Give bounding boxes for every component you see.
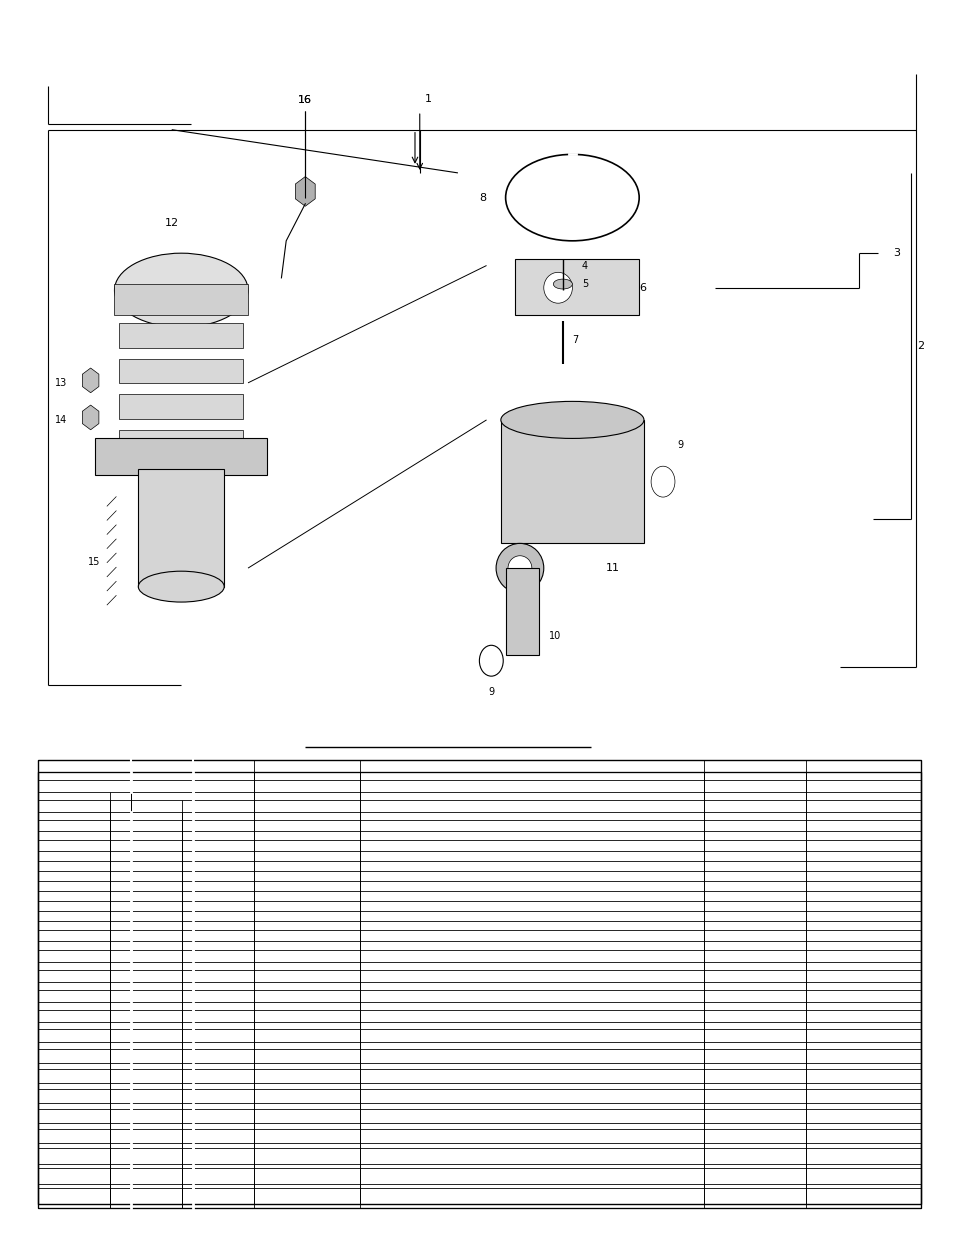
- Ellipse shape: [114, 253, 248, 327]
- Text: 8: 8: [479, 193, 486, 203]
- Text: 4: 4: [581, 261, 587, 270]
- Text: 6: 6: [639, 283, 645, 293]
- Ellipse shape: [651, 466, 674, 496]
- Text: 11: 11: [605, 563, 619, 573]
- Text: 16: 16: [298, 95, 312, 105]
- Text: 1: 1: [424, 94, 431, 104]
- Bar: [38, 772, 920, 1208]
- Bar: [114, 284, 248, 315]
- Ellipse shape: [553, 279, 572, 289]
- Bar: [138, 469, 224, 587]
- Bar: [119, 324, 243, 348]
- Bar: [38, 760, 920, 1204]
- Bar: [515, 259, 639, 315]
- Text: 9: 9: [488, 687, 494, 697]
- Text: 10: 10: [548, 631, 560, 641]
- Ellipse shape: [496, 543, 543, 593]
- Bar: [119, 430, 243, 454]
- Bar: [500, 420, 643, 543]
- Text: 16: 16: [298, 95, 312, 105]
- Bar: [119, 394, 243, 419]
- Text: 13: 13: [54, 378, 67, 388]
- Ellipse shape: [507, 556, 531, 580]
- Text: 12: 12: [165, 219, 178, 228]
- Text: 9: 9: [677, 440, 682, 450]
- Text: 15: 15: [88, 557, 100, 567]
- Bar: [38, 772, 920, 1208]
- Ellipse shape: [138, 571, 224, 603]
- Text: 3: 3: [892, 248, 900, 258]
- Bar: [505, 568, 538, 655]
- Ellipse shape: [500, 401, 643, 438]
- Bar: [119, 358, 243, 383]
- Text: 7: 7: [572, 335, 578, 345]
- Text: 2: 2: [916, 341, 923, 351]
- Text: 14: 14: [54, 415, 67, 425]
- Bar: [95, 438, 267, 475]
- Text: 5: 5: [581, 279, 588, 289]
- Ellipse shape: [543, 273, 572, 304]
